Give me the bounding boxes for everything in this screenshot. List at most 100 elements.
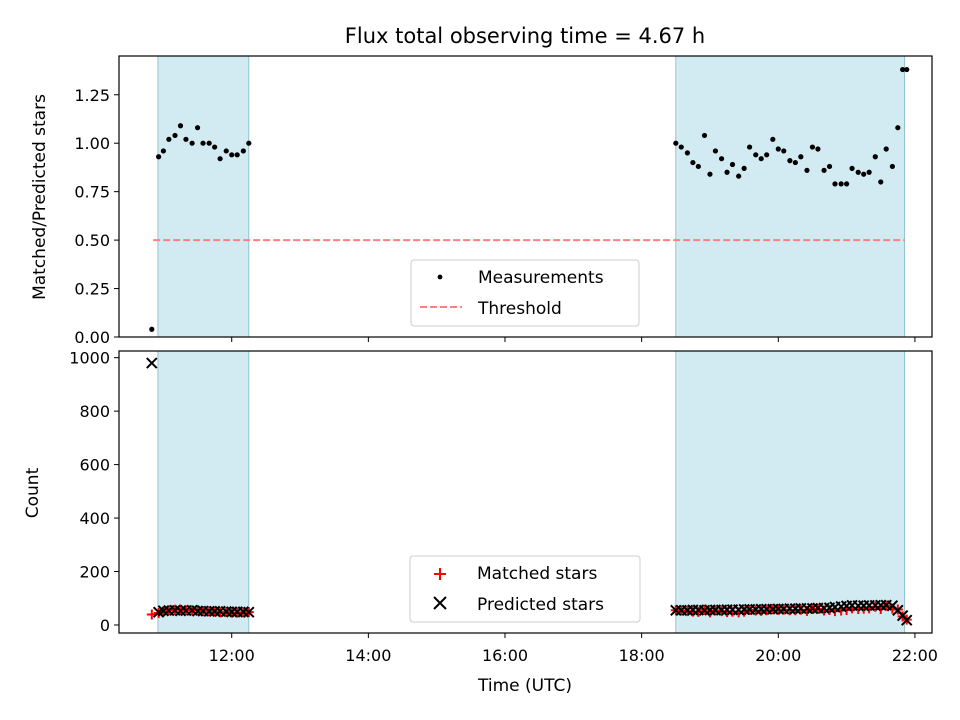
measurement-point (234, 152, 240, 158)
x-axis-label: Time (UTC) (477, 676, 572, 696)
measurement-point (815, 146, 821, 152)
measurement-point (736, 173, 742, 179)
measurement-point (753, 152, 759, 158)
measurement-point (707, 171, 713, 177)
shaded-interval-0 (157, 55, 250, 338)
measurement-point (895, 125, 901, 131)
plot-frame (118, 350, 933, 634)
shaded-interval-1 (675, 350, 906, 634)
y-tick-label: 1000 (69, 349, 110, 368)
measurement-point (240, 148, 246, 154)
y-tick-label: 0.75 (74, 183, 110, 202)
measurement-point (798, 154, 804, 160)
measurement-point (866, 169, 872, 175)
legend-count: Matched stars Predicted stars (409, 555, 641, 623)
measurement-point (712, 148, 719, 154)
measurement-point (764, 152, 770, 158)
legend-threshold-label: Threshold (477, 299, 562, 319)
measurement-point (872, 154, 878, 160)
measurement-point (223, 148, 229, 154)
measurement-point (849, 165, 855, 171)
measurement-point (183, 136, 189, 142)
measurement-point (217, 156, 223, 162)
y-tick-label: 400 (79, 509, 110, 528)
measurement-point (889, 163, 895, 170)
y-tick-label: 0 (100, 616, 110, 635)
y-axis-label-ratio: Matched/Predicted stars (30, 94, 50, 300)
y-tick-label: 800 (79, 402, 110, 421)
measurement-point (809, 144, 816, 150)
legend-ratio: Measurements Threshold (410, 259, 640, 327)
measurement-point (246, 140, 252, 146)
measurement-point (904, 66, 910, 73)
measurement-point (200, 140, 206, 146)
measurement-point (781, 148, 787, 154)
measurement-point (826, 163, 833, 170)
measurement-point (861, 171, 867, 177)
y-tick-label: 1.00 (74, 134, 110, 153)
legend-matched-label: Matched stars (477, 564, 597, 584)
shaded-interval-0 (157, 350, 250, 634)
measurement-point (156, 154, 162, 160)
measurement-point (724, 169, 730, 175)
x-tick-label: 16:00 (482, 646, 528, 665)
measurement-point (832, 181, 838, 187)
measurement-point (690, 159, 696, 166)
measurement-point (678, 144, 684, 150)
ratio-panel: 0.00 0.25 0.50 0.75 1.00 1.25 (74, 55, 933, 347)
x-tick-label: 18:00 (619, 646, 665, 665)
legend-measurements-label: Measurements (478, 268, 604, 288)
measurement-point (821, 167, 827, 173)
predicted-star-point (146, 357, 158, 369)
y-tick-label: 0.25 (74, 280, 110, 299)
measurement-point (844, 181, 850, 187)
measurement-point (673, 140, 679, 146)
measurement-point (149, 326, 155, 332)
shaded-interval-1 (675, 55, 906, 338)
predicted-star-point (243, 606, 255, 618)
measurement-point (855, 169, 861, 175)
y-tick-label: 0.00 (74, 328, 110, 347)
y-tick-label: 600 (79, 456, 110, 475)
plot-frame (118, 55, 933, 338)
measurement-point (758, 156, 764, 162)
count-panel: 0 200 400 600 800 1000 12:00 14:00 16:00 18:00 20:… (69, 349, 938, 665)
x-tick-label: 22:00 (892, 646, 938, 665)
y-tick-label: 0.50 (74, 231, 110, 250)
measurement-point (701, 132, 708, 139)
measurement-point (206, 140, 212, 146)
measurement-point (770, 136, 776, 142)
chart-title: Flux total observing time = 4.67 h (345, 24, 705, 48)
measurement-point (212, 144, 218, 150)
predicted-star-point (901, 614, 913, 626)
measurement-point (883, 146, 889, 152)
legend-measurements-marker (437, 274, 443, 280)
y-axis-label-count: Count (23, 467, 43, 518)
measurement-point (695, 163, 701, 170)
measurement-point (194, 125, 201, 131)
measurement-point (838, 181, 844, 187)
measurement-point (746, 144, 753, 150)
measurement-point (229, 152, 235, 158)
legend-predicted-marker (433, 596, 447, 610)
y-tick-label: 1.25 (74, 86, 110, 105)
measurement-point (792, 159, 798, 166)
measurement-point (729, 161, 736, 168)
x-tick-label: 20:00 (755, 646, 801, 665)
measurement-point (718, 156, 725, 162)
measurement-point (787, 158, 793, 164)
y-tick-label: 200 (79, 563, 110, 582)
x-tick-label: 12:00 (209, 646, 255, 665)
measurement-point (189, 140, 195, 146)
measurement-point (172, 132, 178, 139)
legend-matched-marker (434, 568, 446, 580)
measurement-point (684, 150, 691, 156)
measurement-point (775, 146, 781, 152)
measurement-point (900, 66, 906, 73)
measurement-point (166, 136, 172, 142)
x-tick-label: 14:00 (345, 646, 391, 665)
measurement-point (878, 179, 884, 185)
measurement-point (160, 148, 167, 154)
measurement-point (741, 165, 747, 171)
